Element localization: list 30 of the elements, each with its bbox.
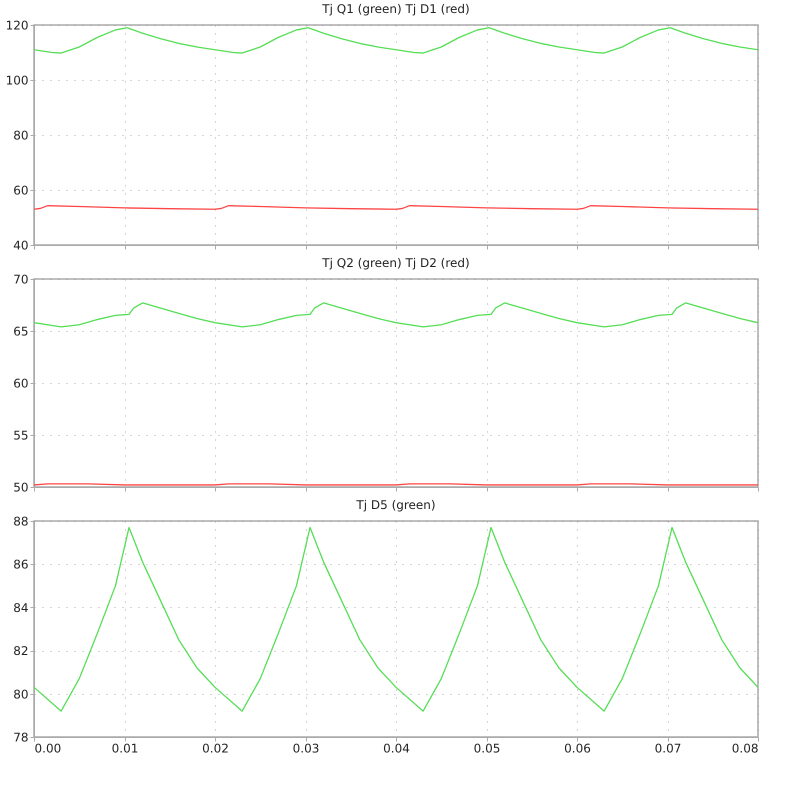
line-series [33, 526, 759, 712]
y-tick-label: 120 [6, 18, 28, 32]
y-tick-label: 100 [6, 74, 28, 88]
y-tick-label: 78 [13, 730, 28, 744]
x-tick-label: 0.05 [474, 742, 500, 756]
x-tick-label: 0.07 [654, 742, 682, 756]
x-tick-label: 0.00 [34, 742, 62, 756]
y-tick-label: 86 [13, 558, 28, 572]
y-tick-label: 55 [13, 428, 28, 442]
y-tick-label: 88 [13, 514, 28, 528]
x-tick-label: 0.08 [732, 742, 758, 756]
y-tick-label: 60 [13, 376, 28, 390]
chart-title: Tj Q2 (green) Tj D2 (red) [321, 256, 470, 270]
y-tick-label: 80 [13, 128, 28, 142]
x-tick-label: 0.04 [383, 742, 410, 756]
x-tick-label: 0.02 [202, 742, 229, 756]
y-tick-label: 60 [13, 184, 28, 198]
chart-title: Tj D5 (green) [355, 498, 436, 512]
y-tick-label: 65 [13, 324, 28, 338]
y-tick-label: 80 [13, 687, 28, 702]
y-tick-label: 82 [13, 644, 28, 658]
x-tick-label: 0.01 [112, 742, 138, 756]
x-tick-label: 0.06 [564, 742, 591, 756]
x-tick-label: 0.03 [292, 742, 320, 756]
y-tick-label: 84 [13, 600, 28, 615]
y-tick-label: 70 [13, 272, 28, 286]
line-series [33, 302, 759, 328]
y-tick-label: 40 [13, 238, 28, 252]
chart-title: Tj Q1 (green) Tj D1 (red) [321, 2, 470, 16]
y-tick-label: 50 [13, 480, 28, 494]
